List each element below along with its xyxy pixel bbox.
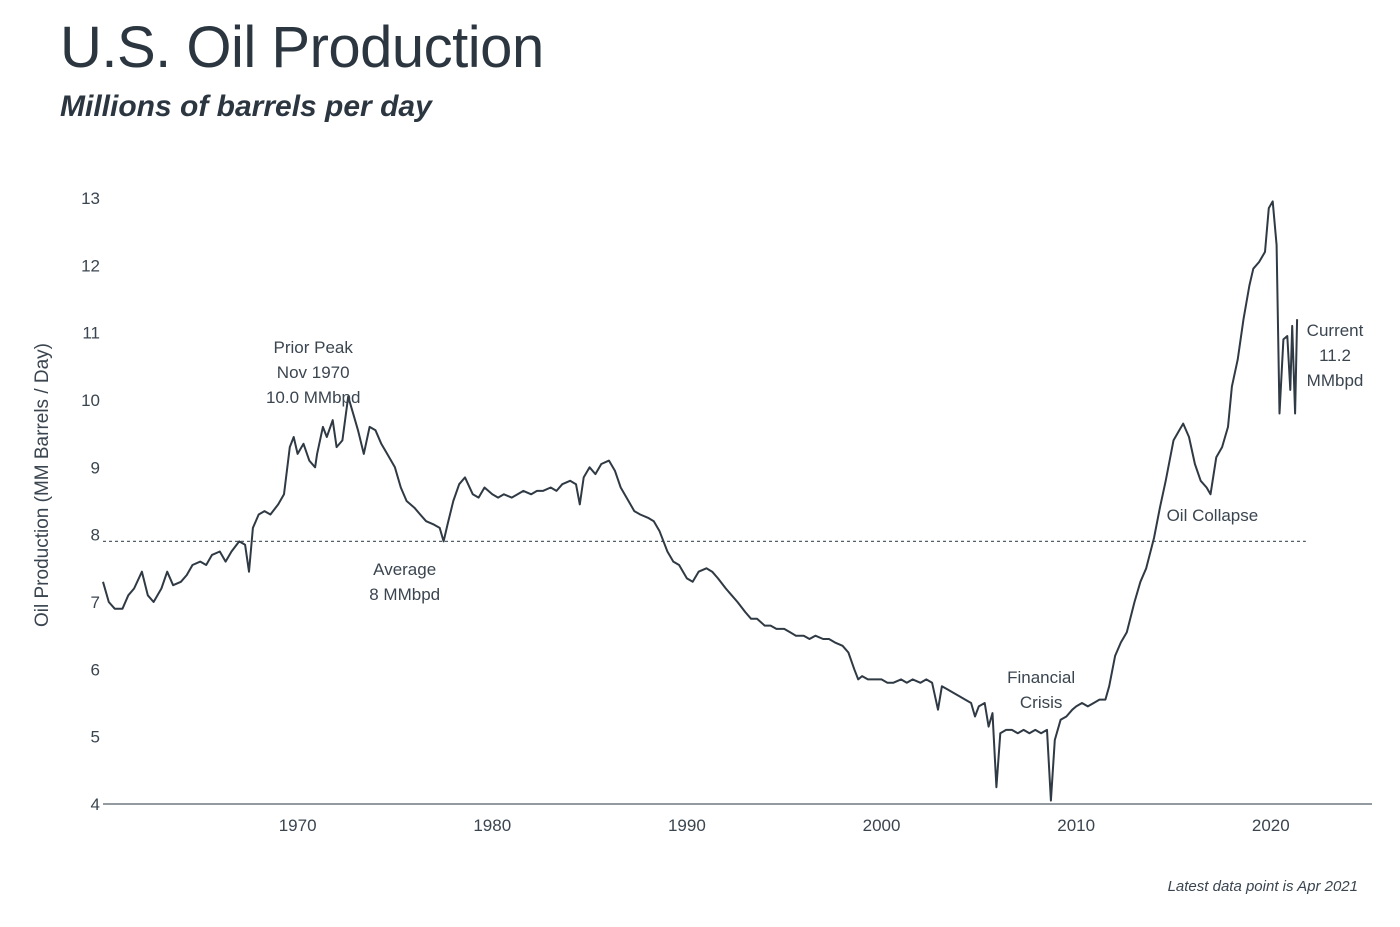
chart-subtitle: Millions of barrels per day	[60, 90, 432, 123]
y-tick-label: 13	[81, 189, 100, 208]
y-axis-ticks: 4 5 6 7 8 9 10 11 12 13	[81, 189, 100, 814]
x-tick-label: 1970	[279, 816, 317, 835]
x-axis-ticks: 1970 1980 1990 2000 2010 2020	[279, 816, 1290, 835]
y-axis-label: Oil Production (MM Barrels / Day)	[32, 343, 53, 627]
y-tick-label: 7	[91, 593, 100, 612]
y-tick-label: 6	[91, 660, 100, 679]
y-axis-label-group: Oil Production (MM Barrels / Day)	[32, 343, 53, 627]
x-tick-label: 1980	[473, 816, 511, 835]
y-tick-label: 9	[91, 458, 100, 477]
chart-annotation: Oil Collapse	[1167, 506, 1259, 525]
chart-annotations: Prior Peak Nov 1970 10.0 MMbpd Average 8 MMb…	[266, 321, 1364, 712]
chart-annotation: Current 11.2 MMbpd	[1307, 321, 1364, 390]
x-tick-label: 2000	[863, 816, 901, 835]
chart-annotation: Average 8 MMbpd	[369, 560, 440, 604]
production-series-line	[102, 200, 1299, 802]
y-tick-label: 11	[82, 324, 100, 343]
chart-title: U.S. Oil Production	[60, 15, 544, 80]
x-tick-label: 2020	[1252, 816, 1290, 835]
y-tick-label: 5	[91, 728, 100, 747]
chart-annotation: Prior Peak Nov 1970 10.0 MMbpd	[266, 338, 361, 407]
latest-data-note: Latest data point is Apr 2021	[1167, 878, 1358, 895]
y-tick-label: 8	[91, 526, 100, 545]
x-tick-label: 1990	[668, 816, 706, 835]
chart-annotation: Financial Crisis	[1007, 668, 1075, 712]
y-tick-label: 4	[91, 795, 100, 814]
y-tick-label: 10	[81, 391, 100, 410]
x-tick-label: 2010	[1057, 816, 1095, 835]
y-tick-label: 12	[81, 256, 100, 275]
